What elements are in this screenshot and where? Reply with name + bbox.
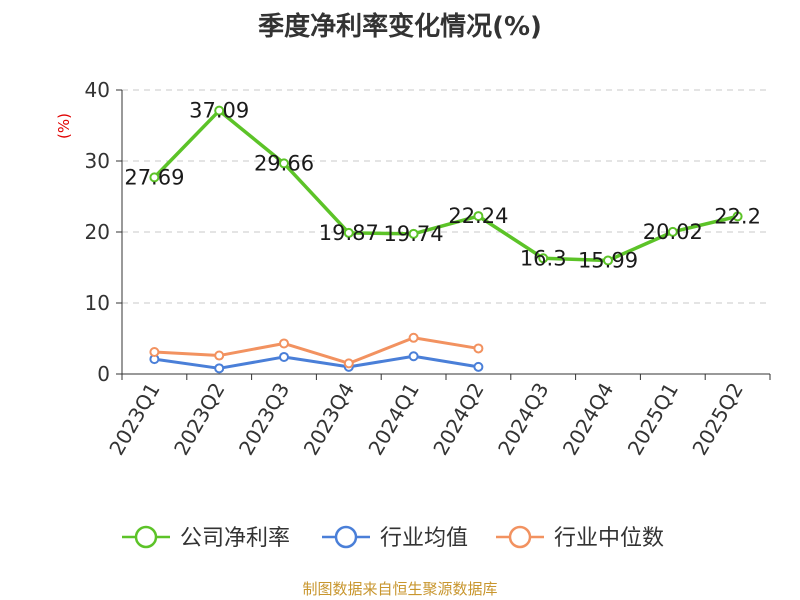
x-tick-label: 2024Q4 <box>558 379 618 460</box>
legend-label: 公司净利率 <box>180 526 290 551</box>
data-point <box>149 172 160 183</box>
gridlines <box>122 89 770 304</box>
legend-item-3: 行业中位数 <box>496 525 664 551</box>
x-tick-label: 2023Q2 <box>169 379 229 460</box>
y-tick-label: 30 <box>85 149 110 173</box>
x-tick-label: 2025Q2 <box>687 379 747 460</box>
series-line <box>154 354 479 370</box>
data-point <box>214 105 225 116</box>
y-tick-label: 0 <box>97 362 110 386</box>
series-3 <box>149 332 484 369</box>
legend-item-1: 公司净利率 <box>122 525 290 551</box>
legend-label: 行业中位数 <box>554 526 664 551</box>
y-tick-label: 20 <box>85 220 110 244</box>
data-point <box>538 253 549 264</box>
data-label: 19.74 <box>384 222 444 246</box>
data-point <box>473 361 484 372</box>
data-point <box>408 332 419 343</box>
y-tick-label: 40 <box>85 78 110 102</box>
series-line <box>154 336 479 365</box>
data-point <box>279 158 289 169</box>
data-point <box>408 228 419 239</box>
x-tick-label: 2023Q1 <box>104 379 164 460</box>
x-tick-label: 2023Q3 <box>234 379 294 460</box>
legend-item-2: 行业均值 <box>322 525 468 551</box>
series-1 <box>149 105 743 266</box>
data-point <box>149 346 160 357</box>
data-point <box>214 350 225 361</box>
x-axis-ticks: 2023Q1 2023Q2 2023Q3 2023Q4 2024Q1 2024Q2 2024… <box>104 374 771 460</box>
data-point <box>408 351 419 362</box>
data-label: 37.09 <box>189 99 249 123</box>
legend-marker <box>508 525 532 549</box>
data-point <box>473 211 484 222</box>
x-tick-label: 2024Q1 <box>363 379 423 460</box>
data-point <box>214 363 225 374</box>
data-point <box>279 338 289 349</box>
legend-label: 行业均值 <box>380 526 468 551</box>
y-axis-unit-label: (%) <box>55 113 73 139</box>
data-label: 22.2 <box>714 204 761 228</box>
series-line <box>153 108 739 263</box>
x-tick-label: 2025Q1 <box>623 379 683 460</box>
data-point <box>279 351 289 362</box>
data-point <box>667 226 678 237</box>
x-tick-label: 2024Q2 <box>428 379 488 460</box>
data-label: 16.3 <box>520 246 567 270</box>
data-point <box>343 227 354 238</box>
data-label: 22.24 <box>448 204 508 228</box>
data-label: 20.02 <box>643 220 703 244</box>
data-label: 15.99 <box>578 248 638 272</box>
data-point <box>603 255 613 266</box>
x-tick-label: 2024Q3 <box>493 379 553 460</box>
y-tick-label: 10 <box>85 291 110 315</box>
data-point <box>732 211 743 222</box>
data-label: 29.66 <box>254 151 314 175</box>
source-footer: 制图数据来自恒生聚源数据库 <box>302 580 498 598</box>
chart-title: 季度净利率变化情况(%) <box>258 12 542 42</box>
data-label: 27.69 <box>124 165 184 189</box>
y-axis-ticks: 0 10 20 30 40 <box>85 78 122 386</box>
data-point <box>343 358 354 369</box>
data-point <box>473 343 484 354</box>
legend: 公司净利率 行业均值 行业中位数 <box>122 525 664 551</box>
legend-marker <box>334 525 358 549</box>
data-label: 19.87 <box>319 221 379 245</box>
x-tick-label: 2023Q4 <box>299 379 359 460</box>
series-group <box>149 105 743 374</box>
legend-marker <box>134 525 158 549</box>
